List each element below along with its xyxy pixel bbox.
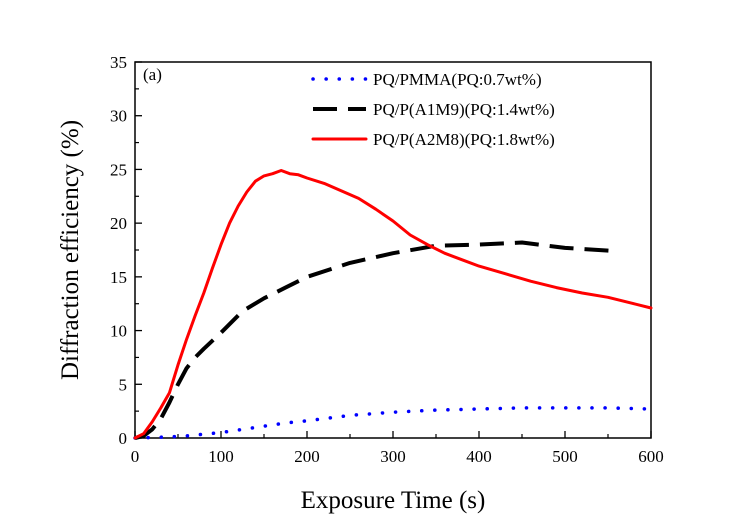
legend-label-1: PQ/PMMA(PQ:0.7wt%) — [373, 70, 542, 89]
x-axis-title: Exposure Time (s) — [301, 487, 486, 514]
series-line-3 — [133, 169, 653, 440]
legend-label-2: PQ/P(A1M9)(PQ:1.4wt%) — [373, 100, 555, 119]
y-tick-label: 15 — [110, 268, 127, 287]
series-line-2 — [134, 240, 617, 440]
x-tick-label: 500 — [552, 447, 578, 466]
x-tick-label: 400 — [466, 447, 492, 466]
y-axis-title: Diffraction efficiency (%) — [57, 120, 84, 380]
y-tick-label: 5 — [119, 375, 128, 394]
panel-label: (a) — [143, 65, 162, 84]
y-tick-label: 0 — [119, 429, 128, 448]
axis-ticks: 0 100 200 300 400 500 600 0 5 10 15 20 25 30 35 — [110, 53, 664, 466]
y-tick-label: 30 — [110, 107, 127, 126]
series-group — [133, 169, 653, 440]
y-tick-label: 20 — [110, 214, 127, 233]
legend: PQ/PMMA(PQ:0.7wt%) PQ/P(A1M9)(PQ:1.4wt%) P… — [311, 70, 555, 149]
x-tick-label: 100 — [208, 447, 234, 466]
y-tick-label: 10 — [110, 322, 127, 341]
x-tick-label: 600 — [638, 447, 664, 466]
y-tick-label: 35 — [110, 53, 127, 72]
legend-label-3: PQ/P(A2M8)(PQ:1.8wt%) — [373, 130, 555, 149]
x-tick-label: 0 — [131, 447, 140, 466]
x-tick-label: 200 — [294, 447, 320, 466]
y-tick-label: 25 — [110, 160, 127, 179]
x-tick-label: 300 — [380, 447, 406, 466]
